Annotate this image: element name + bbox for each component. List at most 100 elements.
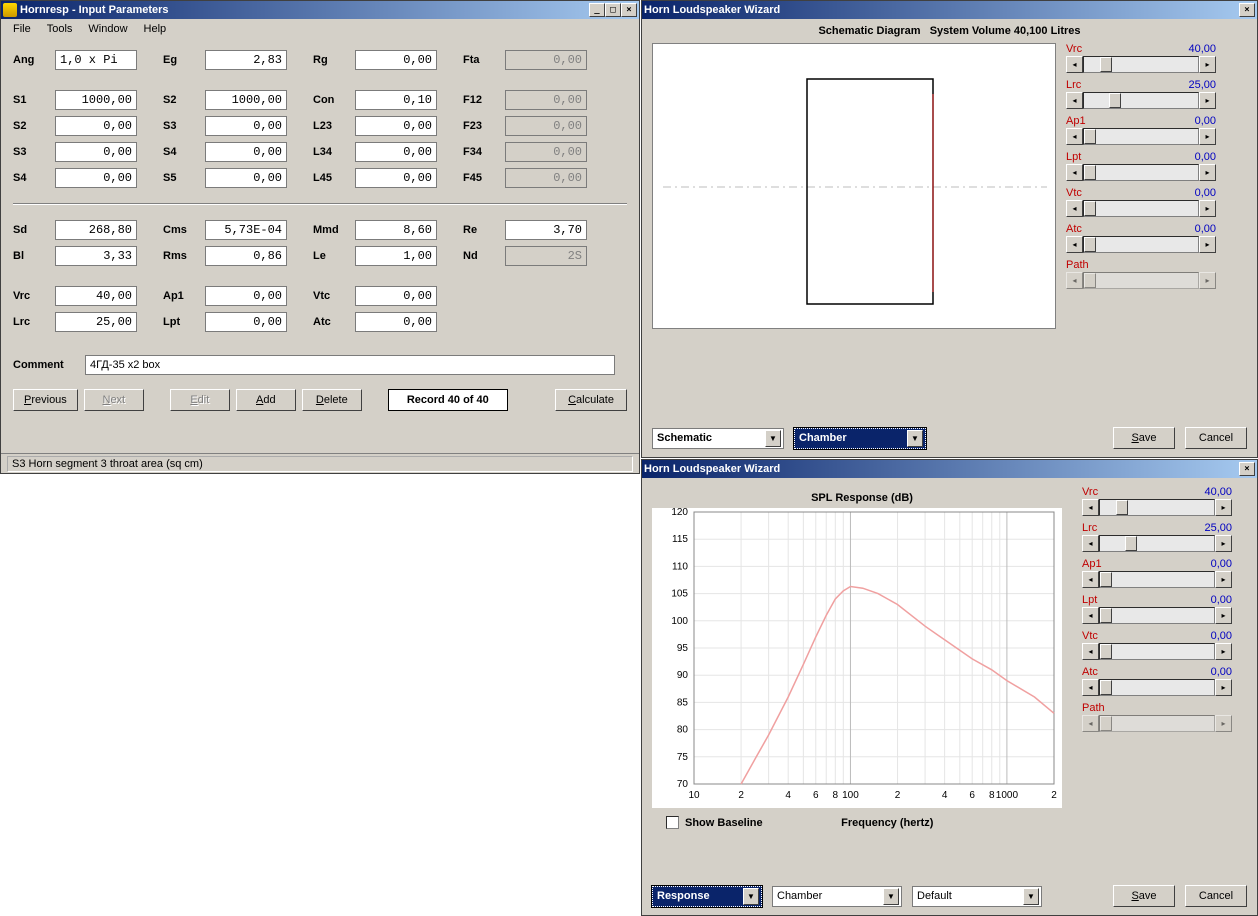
save-button[interactable]: Save <box>1113 427 1175 449</box>
input-atc[interactable] <box>355 312 437 332</box>
slider-right-button[interactable]: ▸ <box>1199 272 1216 289</box>
input-comment[interactable] <box>85 355 615 375</box>
input-lpt[interactable] <box>205 312 287 332</box>
slider-label: Vtc <box>1066 187 1082 199</box>
slider-right-button[interactable]: ▸ <box>1199 200 1216 217</box>
slider-track[interactable]: ◂▸ <box>1082 499 1232 516</box>
input-s4[interactable] <box>205 142 287 162</box>
slider-right-button[interactable]: ▸ <box>1199 164 1216 181</box>
titlebar[interactable]: Horn Loudspeaker Wizard × <box>642 1 1257 19</box>
dd-chamber[interactable]: Chamber▼ <box>794 428 926 449</box>
input-ang[interactable] <box>55 50 137 70</box>
cancel-button[interactable]: Cancel <box>1185 885 1247 907</box>
input-ap1[interactable] <box>205 286 287 306</box>
input-l34[interactable] <box>355 142 437 162</box>
input-mmd[interactable] <box>355 220 437 240</box>
input-rg[interactable] <box>355 50 437 70</box>
slider-left-button[interactable]: ◂ <box>1082 535 1099 552</box>
slider-left-button[interactable]: ◂ <box>1082 499 1099 516</box>
slider-left-button[interactable]: ◂ <box>1082 571 1099 588</box>
minimize-button[interactable]: _ <box>589 3 605 17</box>
dd-chamber[interactable]: Chamber▼ <box>772 886 902 907</box>
menu-tools[interactable]: Tools <box>39 21 81 37</box>
slider-track[interactable]: ◂▸ <box>1082 607 1232 624</box>
slider-track[interactable]: ◂▸ <box>1066 200 1216 217</box>
close-button[interactable]: × <box>621 3 637 17</box>
input-s3a[interactable] <box>55 142 137 162</box>
calculate-button[interactable]: Calculate <box>555 389 627 411</box>
slider-left-button[interactable]: ◂ <box>1082 607 1099 624</box>
titlebar[interactable]: Horn Loudspeaker Wizard × <box>642 460 1257 478</box>
slider-track[interactable]: ◂▸ <box>1066 92 1216 109</box>
input-l45[interactable] <box>355 168 437 188</box>
slider-right-button[interactable]: ▸ <box>1215 715 1232 732</box>
lbl-rms: Rms <box>163 250 205 262</box>
slider-right-button[interactable]: ▸ <box>1215 535 1232 552</box>
input-sd[interactable] <box>55 220 137 240</box>
close-button[interactable]: × <box>1239 462 1255 476</box>
input-bl[interactable] <box>55 246 137 266</box>
slider-left-button[interactable]: ◂ <box>1082 643 1099 660</box>
save-button[interactable]: Save <box>1113 885 1175 907</box>
slider-track[interactable]: ◂▸ <box>1066 164 1216 181</box>
close-button[interactable]: × <box>1239 3 1255 17</box>
slider-left-button[interactable]: ◂ <box>1066 236 1083 253</box>
slider-right-button[interactable]: ▸ <box>1215 571 1232 588</box>
dd-view[interactable]: Schematic▼ <box>652 428 784 449</box>
slider-right-button[interactable]: ▸ <box>1215 499 1232 516</box>
input-le[interactable] <box>355 246 437 266</box>
slider-right-button[interactable]: ▸ <box>1215 679 1232 696</box>
slider-left-button[interactable]: ◂ <box>1066 200 1083 217</box>
slider-track[interactable]: ◂▸ <box>1066 56 1216 73</box>
slider-track[interactable]: ◂▸ <box>1082 535 1232 552</box>
slider-right-button[interactable]: ▸ <box>1215 607 1232 624</box>
slider-track[interactable]: ◂▸ <box>1082 715 1232 732</box>
menu-file[interactable]: File <box>5 21 39 37</box>
add-button[interactable]: Add <box>236 389 296 411</box>
titlebar[interactable]: Hornresp - Input Parameters _ □ × <box>1 1 639 19</box>
input-s3[interactable] <box>205 116 287 136</box>
dd-view[interactable]: Response▼ <box>652 886 762 907</box>
menu-window[interactable]: Window <box>80 21 135 37</box>
slider-left-button[interactable]: ◂ <box>1066 92 1083 109</box>
input-rms[interactable] <box>205 246 287 266</box>
slider-left-button[interactable]: ◂ <box>1066 164 1083 181</box>
slider-right-button[interactable]: ▸ <box>1199 128 1216 145</box>
slider-left-button[interactable]: ◂ <box>1066 56 1083 73</box>
input-vrc[interactable] <box>55 286 137 306</box>
input-vtc[interactable] <box>355 286 437 306</box>
maximize-button[interactable]: □ <box>605 3 621 17</box>
delete-button[interactable]: Delete <box>302 389 362 411</box>
slider-left-button[interactable]: ◂ <box>1066 128 1083 145</box>
input-cms[interactable] <box>205 220 287 240</box>
slider-track[interactable]: ◂▸ <box>1066 128 1216 145</box>
input-s1[interactable] <box>55 90 137 110</box>
slider-right-button[interactable]: ▸ <box>1215 643 1232 660</box>
slider-left-button[interactable]: ◂ <box>1082 715 1099 732</box>
slider-track[interactable]: ◂▸ <box>1082 643 1232 660</box>
input-s5[interactable] <box>205 168 287 188</box>
slider-left-button[interactable]: ◂ <box>1066 272 1083 289</box>
menu-help[interactable]: Help <box>136 21 175 37</box>
input-con[interactable] <box>355 90 437 110</box>
input-s2[interactable] <box>205 90 287 110</box>
cancel-button[interactable]: Cancel <box>1185 427 1247 449</box>
slider-track[interactable]: ◂▸ <box>1066 236 1216 253</box>
lbl-f23: F23 <box>463 120 505 132</box>
dd-default[interactable]: Default▼ <box>912 886 1042 907</box>
input-eg[interactable] <box>205 50 287 70</box>
slider-track[interactable]: ◂▸ <box>1082 679 1232 696</box>
slider-left-button[interactable]: ◂ <box>1082 679 1099 696</box>
baseline-checkbox[interactable] <box>666 816 679 829</box>
slider-right-button[interactable]: ▸ <box>1199 56 1216 73</box>
input-l23[interactable] <box>355 116 437 136</box>
slider-track[interactable]: ◂▸ <box>1082 571 1232 588</box>
slider-right-button[interactable]: ▸ <box>1199 236 1216 253</box>
input-re[interactable] <box>505 220 587 240</box>
slider-track[interactable]: ◂▸ <box>1066 272 1216 289</box>
prev-button[interactable]: Previous <box>13 389 78 411</box>
input-lrc[interactable] <box>55 312 137 332</box>
input-s2a[interactable] <box>55 116 137 136</box>
input-s4a[interactable] <box>55 168 137 188</box>
slider-right-button[interactable]: ▸ <box>1199 92 1216 109</box>
